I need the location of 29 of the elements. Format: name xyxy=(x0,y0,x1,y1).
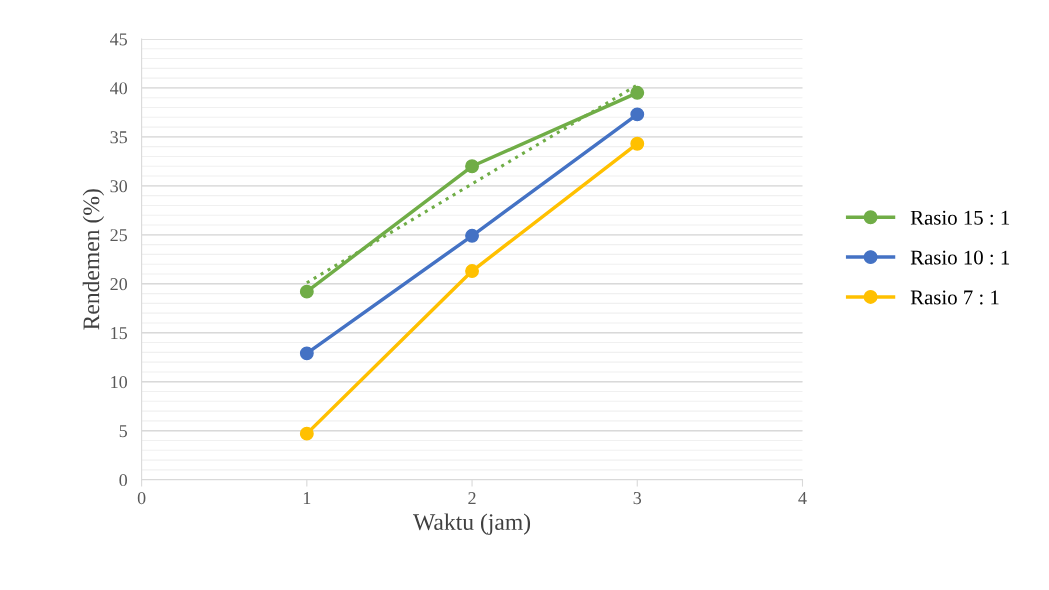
x-tick-label: 2 xyxy=(468,492,476,504)
point xyxy=(465,264,479,279)
x-tick-label: 4 xyxy=(798,492,807,504)
y-tick-label: 15 xyxy=(111,327,128,340)
point xyxy=(299,284,314,299)
y-tick-label: 25 xyxy=(110,229,128,242)
x-tick-label: 1 xyxy=(303,492,311,504)
point xyxy=(630,85,645,100)
y-tick-label: 40 xyxy=(110,82,128,95)
y-tick-label: 5 xyxy=(119,425,128,438)
point xyxy=(630,136,645,151)
legend-label: Rasio 10 : 1 xyxy=(910,250,1010,265)
y-tick-label: 0 xyxy=(119,473,128,487)
point xyxy=(630,107,645,122)
point xyxy=(465,159,479,174)
x-tick-label: 3 xyxy=(633,492,642,505)
y-tick-label: 10 xyxy=(111,375,128,389)
y-axis-title: Rendemen (%) xyxy=(82,189,105,330)
point xyxy=(299,426,314,441)
legend-label: Rasio 15 : 1 xyxy=(910,210,1010,225)
point xyxy=(299,346,314,361)
y-tick-label: 45 xyxy=(110,33,128,46)
x-axis-title: Waktu (jam) xyxy=(413,513,531,535)
legend-label: Rasio 7 : 1 xyxy=(910,290,999,305)
y-tick-label: 30 xyxy=(110,180,128,193)
point xyxy=(465,228,479,243)
y-tick-label: 35 xyxy=(110,131,128,144)
x-tick-label: 0 xyxy=(137,492,146,505)
y-tick-label: 20 xyxy=(110,278,128,291)
